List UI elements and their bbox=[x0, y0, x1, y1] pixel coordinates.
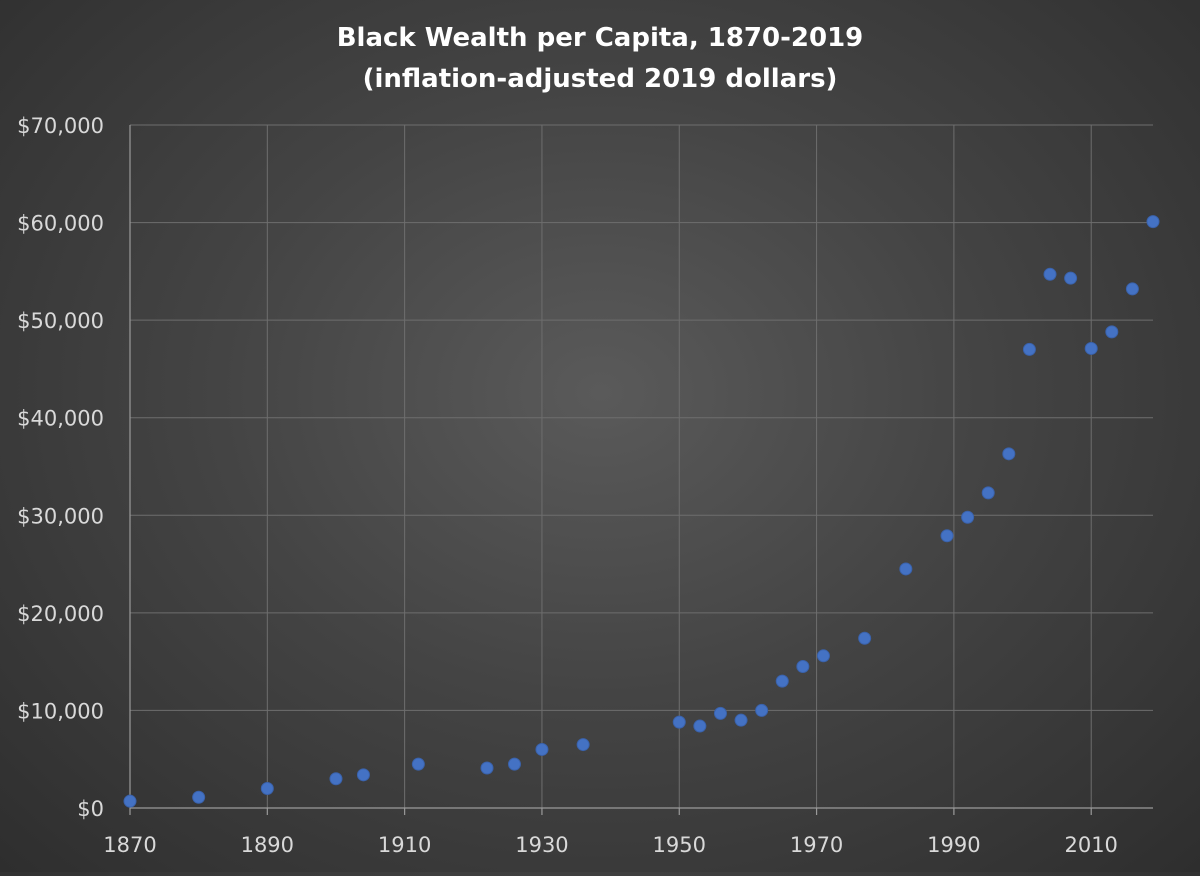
data-point bbox=[535, 742, 549, 756]
data-point bbox=[192, 790, 206, 804]
y-axis-ticks: $0 $10,000 $20,000 $30,000 $40,000 $50,000 $60… bbox=[17, 114, 104, 821]
data-point bbox=[480, 761, 494, 775]
y-tick-label: $30,000 bbox=[17, 504, 104, 528]
data-point bbox=[693, 719, 707, 733]
x-tick-label: 1870 bbox=[103, 833, 156, 857]
data-point bbox=[411, 757, 425, 771]
x-tick-label: 1970 bbox=[790, 833, 843, 857]
x-tick-label: 1890 bbox=[241, 833, 294, 857]
x-axis-ticks: 1870 1890 1910 1930 1950 1970 1990 2010 bbox=[103, 833, 1118, 857]
y-tick-label: $10,000 bbox=[17, 699, 104, 723]
x-tick-label: 1990 bbox=[927, 833, 980, 857]
data-points bbox=[123, 215, 1160, 808]
data-point bbox=[356, 768, 370, 782]
data-point bbox=[899, 562, 913, 576]
y-tick-label: $70,000 bbox=[17, 114, 104, 138]
x-tick-label: 1910 bbox=[378, 833, 431, 857]
data-point bbox=[1064, 271, 1078, 285]
x-tick-label: 1950 bbox=[653, 833, 706, 857]
data-point bbox=[507, 757, 521, 771]
data-point bbox=[1105, 325, 1119, 339]
data-point bbox=[260, 781, 274, 795]
data-point bbox=[961, 510, 975, 524]
data-point bbox=[672, 715, 686, 729]
data-point bbox=[816, 649, 830, 663]
grid bbox=[130, 124, 1153, 808]
data-point bbox=[796, 660, 810, 674]
data-point bbox=[734, 713, 748, 727]
data-point bbox=[576, 738, 590, 752]
data-point bbox=[1146, 215, 1160, 229]
y-tick-label: $50,000 bbox=[17, 309, 104, 333]
data-point bbox=[775, 674, 789, 688]
y-tick-label: $20,000 bbox=[17, 602, 104, 626]
data-point bbox=[858, 631, 872, 645]
data-point bbox=[940, 529, 954, 543]
y-tick-label: $60,000 bbox=[17, 212, 104, 236]
data-point bbox=[1043, 267, 1057, 281]
y-tick-label: $0 bbox=[77, 797, 104, 821]
data-point bbox=[755, 703, 769, 717]
data-point bbox=[1084, 341, 1098, 355]
data-point bbox=[1125, 282, 1139, 296]
x-tick-label: 1930 bbox=[515, 833, 568, 857]
data-point bbox=[329, 772, 343, 786]
data-point bbox=[1022, 342, 1036, 356]
chart-subtitle: (inflation-adjusted 2019 dollars) bbox=[363, 64, 838, 94]
chart-title: Black Wealth per Capita, 1870-2019 bbox=[337, 23, 864, 53]
data-point bbox=[123, 794, 137, 808]
y-tick-label: $40,000 bbox=[17, 407, 104, 431]
axes bbox=[129, 125, 1153, 815]
data-point bbox=[981, 486, 995, 500]
x-tick-label: 2010 bbox=[1064, 833, 1117, 857]
data-point bbox=[713, 706, 727, 720]
data-point bbox=[1002, 447, 1016, 461]
